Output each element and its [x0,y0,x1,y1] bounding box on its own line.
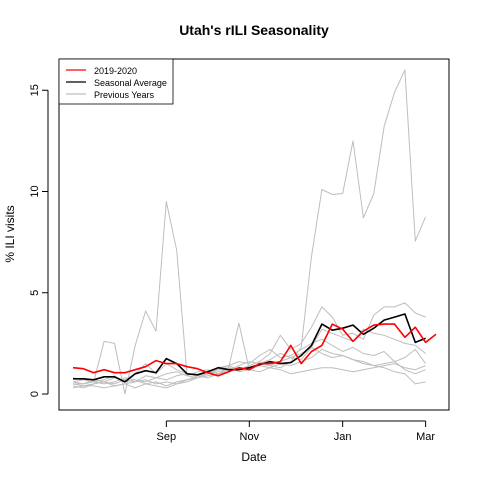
x-axis: Sep Nov Jan Mar [157,421,436,443]
x-tick-label: Jan [334,431,352,443]
x-tick-label: Mar [416,431,435,443]
legend: 2019-2020 Seasonal Average Previous Year… [59,59,173,104]
y-tick-label: 0 [29,391,41,397]
plot-series-group [73,70,436,394]
legend-label-previous: Previous Years [94,90,155,100]
y-tick-label: 15 [29,84,41,96]
x-tick-label: Sep [157,431,177,443]
legend-label-current: 2019-2020 [94,66,137,76]
legend-label-average: Seasonal Average [94,78,167,88]
series-line-previous-2 [73,70,426,384]
x-axis-label: Date [241,450,267,464]
y-tick-label: 5 [29,290,41,296]
y-axis-label: % ILI visits [3,205,17,262]
y-tick-label: 10 [29,185,41,197]
x-tick-label: Nov [240,431,260,443]
chart-title: Utah's rILI Seasonality [179,22,329,38]
y-axis: 0 5 10 15 [29,84,48,397]
